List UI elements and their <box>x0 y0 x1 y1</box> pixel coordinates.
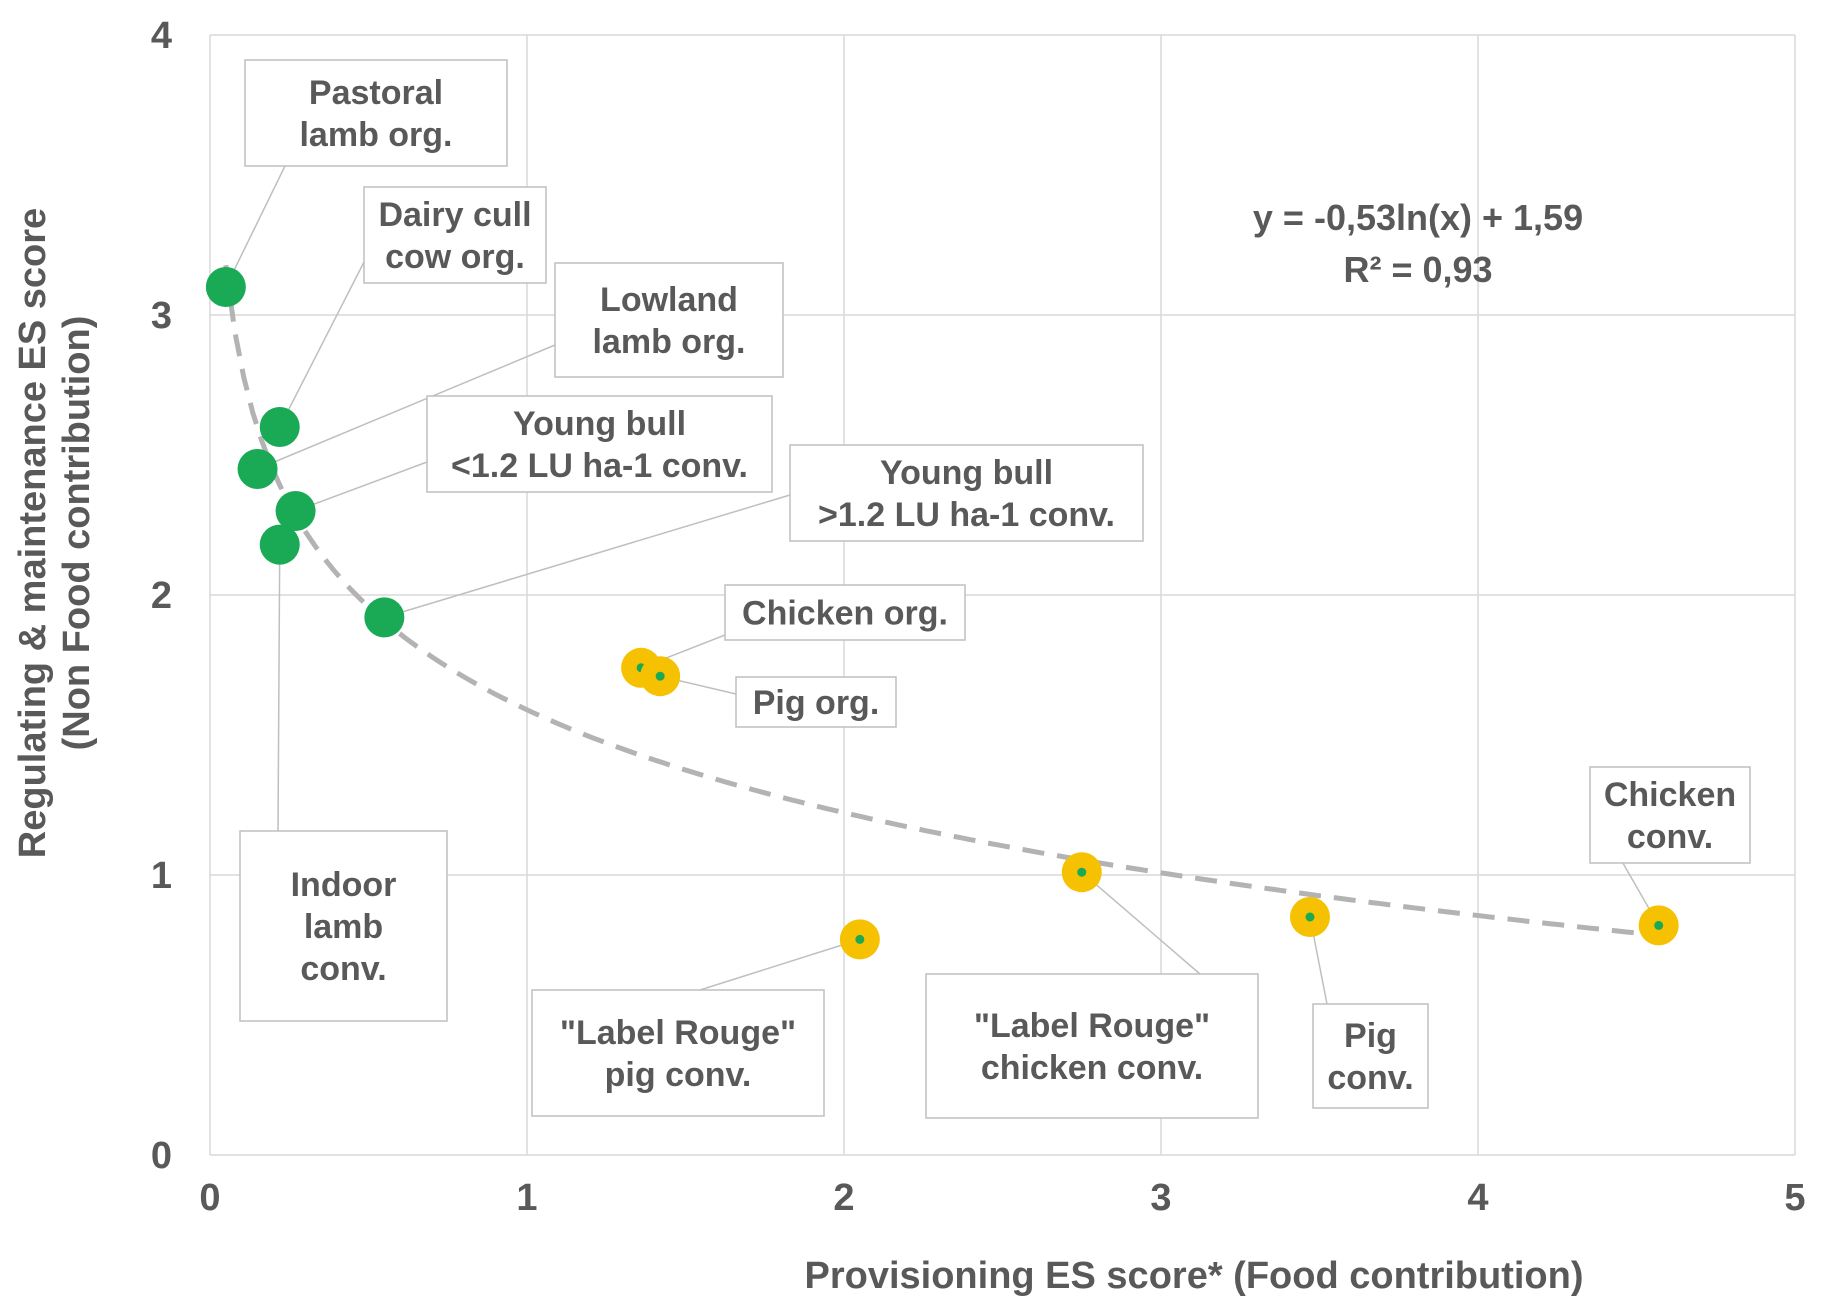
point-young-bull-1-2-lu-ha-1-conv <box>364 597 405 638</box>
x-tick-label-4: 4 <box>1467 1177 1488 1219</box>
point-lowland-lamb-org <box>237 449 278 489</box>
callout-labels: Pastoral lamb org. Dairy cull cow org. Lowla… <box>239 59 1751 1119</box>
callout-text-chicken-conv-1: conv. <box>1627 818 1713 856</box>
point-center-pig-conv <box>1305 912 1315 922</box>
callout-box-label-rouge-chicken-conv <box>925 973 1259 1119</box>
y-tick-label-2: 2 <box>151 575 172 617</box>
tick-labels: 0 1 2 3 4 5 0 1 2 3 4 <box>151 15 1806 1219</box>
y-tick-label-4: 4 <box>151 15 172 57</box>
callout-text-chicken-conv-0: Chicken <box>1604 776 1736 814</box>
callout-text-pastoral-lamb-org-1: lamb org. <box>299 116 452 154</box>
callout-text-young-bull-1-2-lu-ha-1-conv-0: Young bull <box>513 405 686 443</box>
callout-leaders <box>225 165 1660 1005</box>
x-tick-label-3: 3 <box>1150 1177 1171 1219</box>
leader-label-rouge-pig-conv <box>699 938 861 991</box>
y-tick-label-3: 3 <box>151 295 172 337</box>
callout-text-dairy-cull-cow-org-1: cow org. <box>385 238 525 276</box>
callout-text-indoor-lamb-conv-1: lamb <box>304 908 383 946</box>
callout-box-young-bull-1-2-lu-ha-1-conv <box>789 444 1144 542</box>
point-dairy-cull-cow-org <box>259 407 300 447</box>
callout-box-chicken-conv <box>1589 766 1751 864</box>
leader-pastoral-lamb-org <box>225 165 286 288</box>
y-tick-label-0: 0 <box>151 1135 172 1177</box>
y-axis-title: Regulating & maintenance ES score (Non F… <box>12 208 98 858</box>
callout-box-label-rouge-pig-conv <box>531 989 825 1117</box>
callout-text-label-rouge-pig-conv-0: "Label Rouge" <box>560 1014 796 1052</box>
callout-text-indoor-lamb-conv-0: Indoor <box>291 866 397 904</box>
point-young-bull-1-2-lu-ha-1-conv <box>275 491 316 531</box>
callout-box-indoor-lamb-conv <box>239 830 448 1022</box>
x-tick-label-1: 1 <box>516 1177 537 1219</box>
point-center-label-rouge-chicken-conv <box>1077 867 1087 877</box>
callout-text-label-rouge-chicken-conv-0: "Label Rouge" <box>974 1007 1210 1045</box>
equation-line-2: R² = 0,93 <box>1343 249 1492 290</box>
x-tick-label-5: 5 <box>1784 1177 1805 1219</box>
callout-text-young-bull-1-2-lu-ha-1-conv-0: Young bull <box>880 454 1053 492</box>
leader-indoor-lamb-conv <box>277 544 281 832</box>
y-tick-label-1: 1 <box>151 855 172 897</box>
point-center-pig-org <box>655 671 665 681</box>
callout-text-lowland-lamb-org-0: Lowland <box>600 281 738 319</box>
point-center-label-rouge-pig-conv <box>855 934 865 944</box>
callout-text-dairy-cull-cow-org-0: Dairy cull <box>378 196 531 234</box>
leader-young-bull-1-2-lu-ha-1-conv <box>384 494 791 619</box>
point-pastoral-lamb-org <box>205 267 246 307</box>
x-tick-label-2: 2 <box>833 1177 854 1219</box>
callout-text-young-bull-1-2-lu-ha-1-conv-1: <1.2 LU ha-1 conv. <box>451 447 748 485</box>
point-indoor-lamb-conv <box>259 524 300 565</box>
equation-annotation: y = -0,53ln(x) + 1,59 R² = 0,93 <box>1253 197 1583 290</box>
callout-box-dairy-cull-cow-org <box>363 186 547 284</box>
callout-text-label-rouge-pig-conv-1: pig conv. <box>605 1056 752 1094</box>
callout-box-pastoral-lamb-org <box>244 59 508 167</box>
callout-text-lowland-lamb-org-1: lamb org. <box>592 323 745 361</box>
callout-text-pig-conv-1: conv. <box>1327 1059 1413 1097</box>
callout-text-chicken-org-0: Chicken org. <box>742 595 948 633</box>
leader-dairy-cull-cow-org <box>279 261 365 428</box>
callout-text-indoor-lamb-conv-2: conv. <box>300 950 386 988</box>
callout-box-chicken-org <box>724 584 966 641</box>
callout-box-lowland-lamb-org <box>554 262 784 378</box>
leader-label-rouge-chicken-conv <box>1081 871 1201 975</box>
callout-text-label-rouge-chicken-conv-1: chicken conv. <box>981 1049 1203 1087</box>
callout-text-pig-conv-0: Pig <box>1344 1017 1397 1055</box>
trend-line-layer <box>223 264 1659 938</box>
callout-text-young-bull-1-2-lu-ha-1-conv-1: >1.2 LU ha-1 conv. <box>818 496 1115 534</box>
leader-young-bull-1-2-lu-ha-1-conv <box>295 461 428 512</box>
x-tick-label-0: 0 <box>199 1177 220 1219</box>
data-points <box>205 267 1679 960</box>
callout-text-pig-org-0: Pig org. <box>753 684 880 722</box>
equation-line-1: y = -0,53ln(x) + 1,59 <box>1253 197 1583 238</box>
callout-box-pig-org <box>735 676 897 728</box>
y-axis-title-line-2: (Non Food contribution) <box>56 316 98 751</box>
x-axis-title: Provisioning ES score* (Food contributio… <box>804 1255 1583 1297</box>
point-center-chicken-conv <box>1654 920 1664 930</box>
trend-line <box>223 264 1659 938</box>
leader-lowland-lamb-org <box>257 344 556 470</box>
callout-text-pastoral-lamb-org-0: Pastoral <box>309 74 443 112</box>
callout-box-pig-conv <box>1312 1003 1429 1109</box>
y-axis-title-line-1: Regulating & maintenance ES score <box>12 208 54 858</box>
callout-box-young-bull-1-2-lu-ha-1-conv <box>426 395 773 493</box>
